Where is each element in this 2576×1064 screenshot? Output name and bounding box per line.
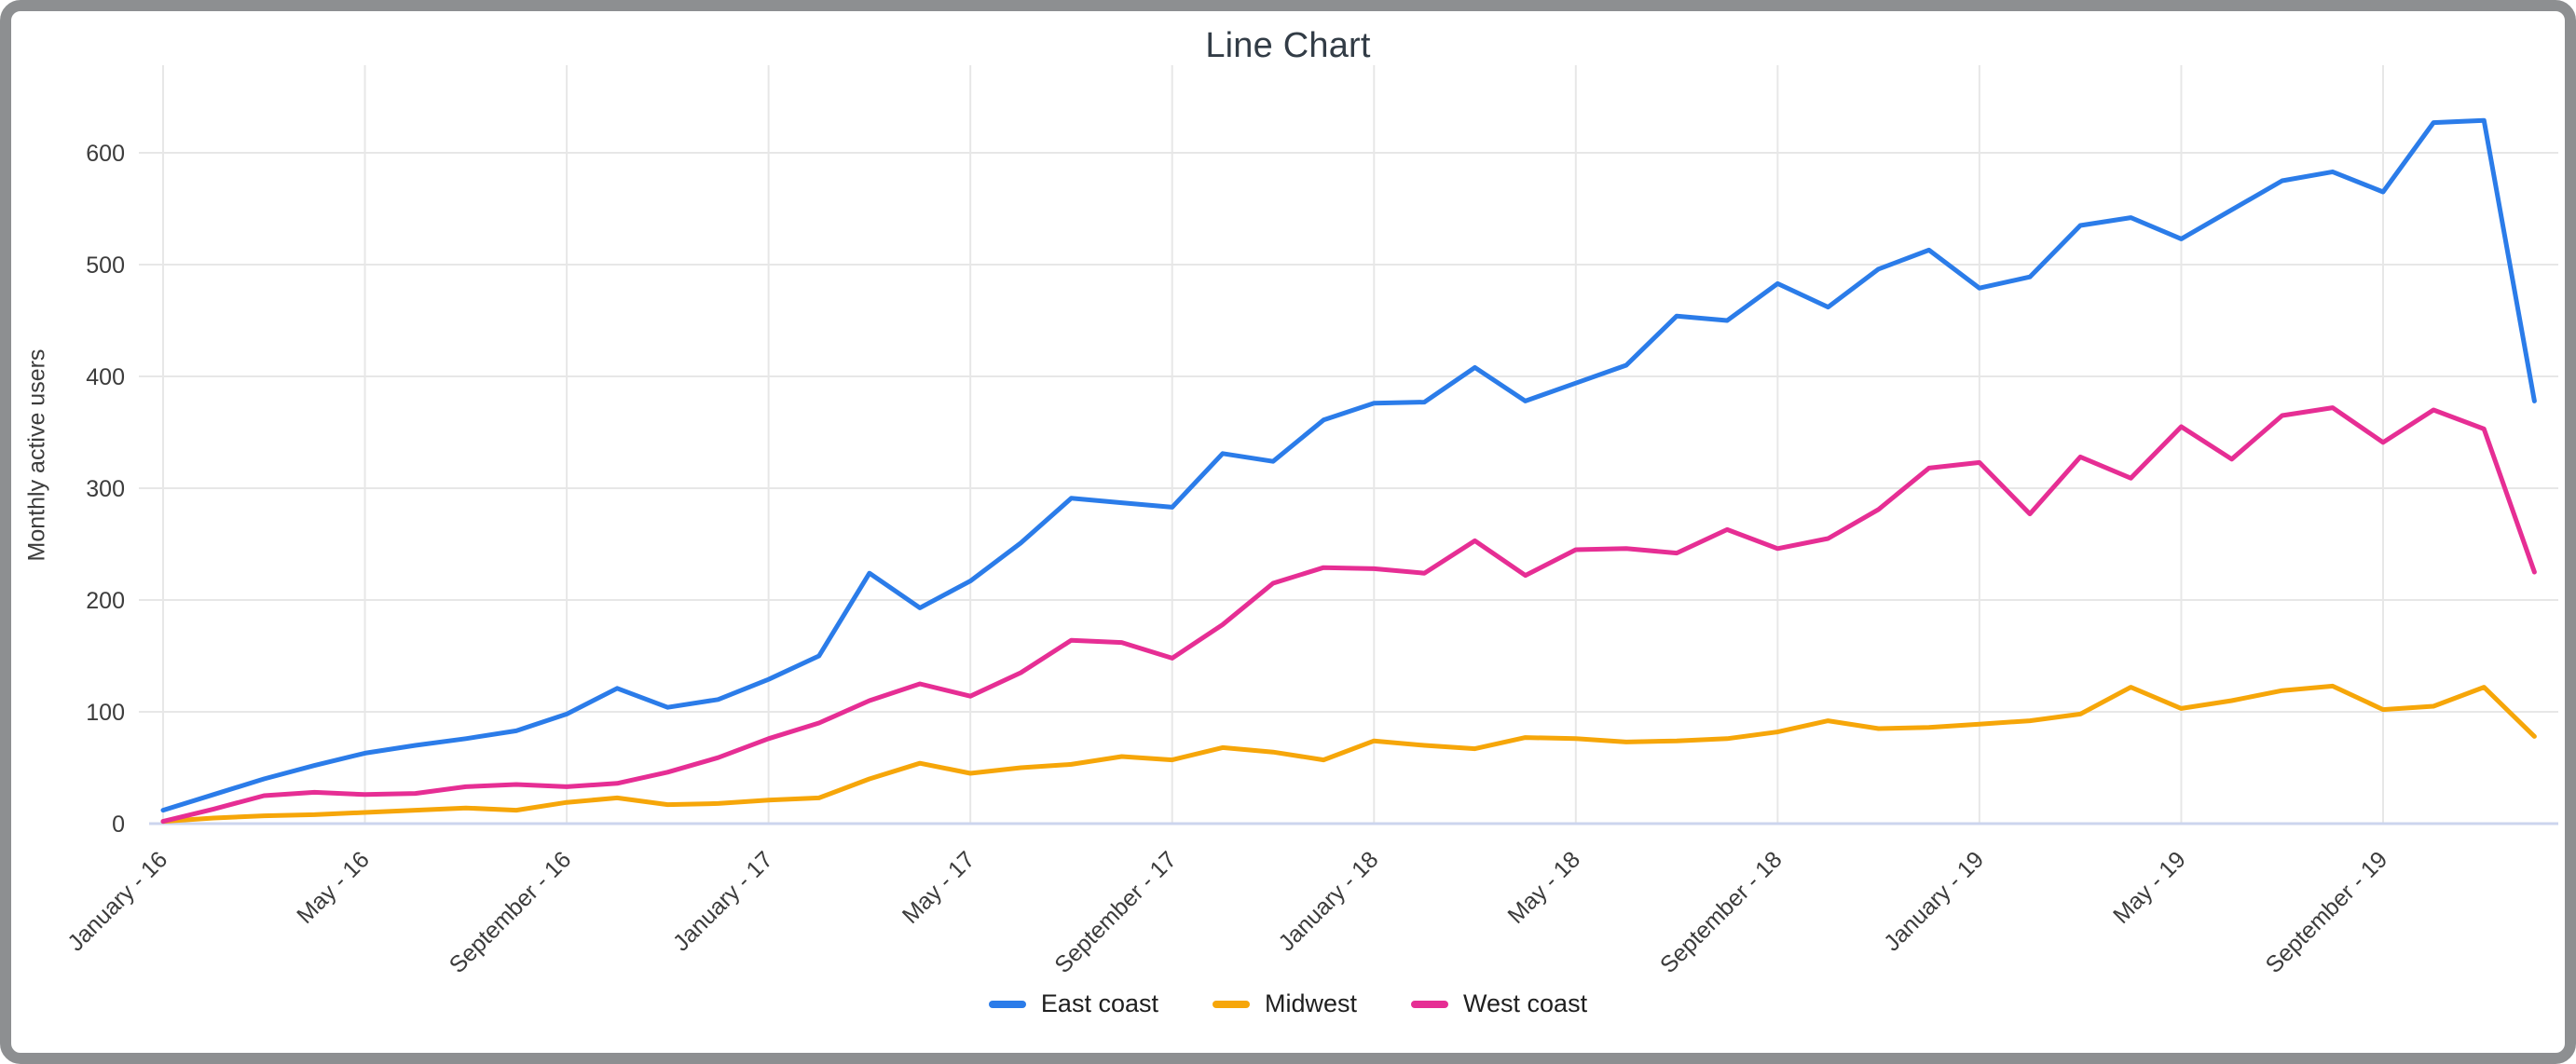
line-chart-plot[interactable]: 0 100 200 300 400 500 600 January - 16 May - 16 S… <box>11 11 2576 1064</box>
legend-item-midwest[interactable]: Midwest <box>1212 989 1358 1018</box>
x-tick-label: May - 19 <box>2108 846 2191 929</box>
series-line-west-coast[interactable] <box>160 405 2537 825</box>
x-tick-label: May - 17 <box>897 846 980 929</box>
y-tick-label: 200 <box>86 588 125 614</box>
legend-label: West coast <box>1463 989 1588 1017</box>
x-tick-label: May - 16 <box>292 846 375 929</box>
y-tick-label: 300 <box>86 476 125 502</box>
x-tick-label: May - 18 <box>1502 846 1585 929</box>
midwest-swatch-icon <box>1212 1000 1250 1008</box>
series-line-midwest[interactable] <box>160 683 2537 825</box>
east-coast-swatch-icon <box>988 1000 1026 1008</box>
y-tick-label: 100 <box>86 700 125 726</box>
west-coast-swatch-icon <box>1411 1000 1449 1008</box>
x-tick-label: September - 16 <box>445 846 577 978</box>
legend-item-east-coast[interactable]: East coast <box>988 989 1158 1018</box>
series-line-east-coast[interactable] <box>160 117 2537 813</box>
x-tick-label: January - 19 <box>1879 846 1989 956</box>
legend-item-west-coast[interactable]: West coast <box>1411 989 1587 1018</box>
x-tick-label: January - 17 <box>668 846 778 956</box>
x-tick-label: September - 17 <box>1049 846 1182 978</box>
y-tick-label: 500 <box>86 252 125 279</box>
chart-title: Line Chart <box>1205 26 1371 65</box>
x-tick-label: January - 18 <box>1273 846 1383 956</box>
x-tick-label: September - 18 <box>1655 846 1788 978</box>
chart-legend: East coast Midwest West coast <box>11 989 2565 1018</box>
x-tick-label: September - 19 <box>2261 846 2393 978</box>
x-tick-label: January - 16 <box>62 846 172 956</box>
legend-label: East coast <box>1040 989 1158 1017</box>
y-tick-label: 400 <box>86 364 125 390</box>
legend-label: Midwest <box>1264 989 1358 1017</box>
y-tick-label: 600 <box>86 141 125 167</box>
y-tick-label: 0 <box>112 812 125 838</box>
